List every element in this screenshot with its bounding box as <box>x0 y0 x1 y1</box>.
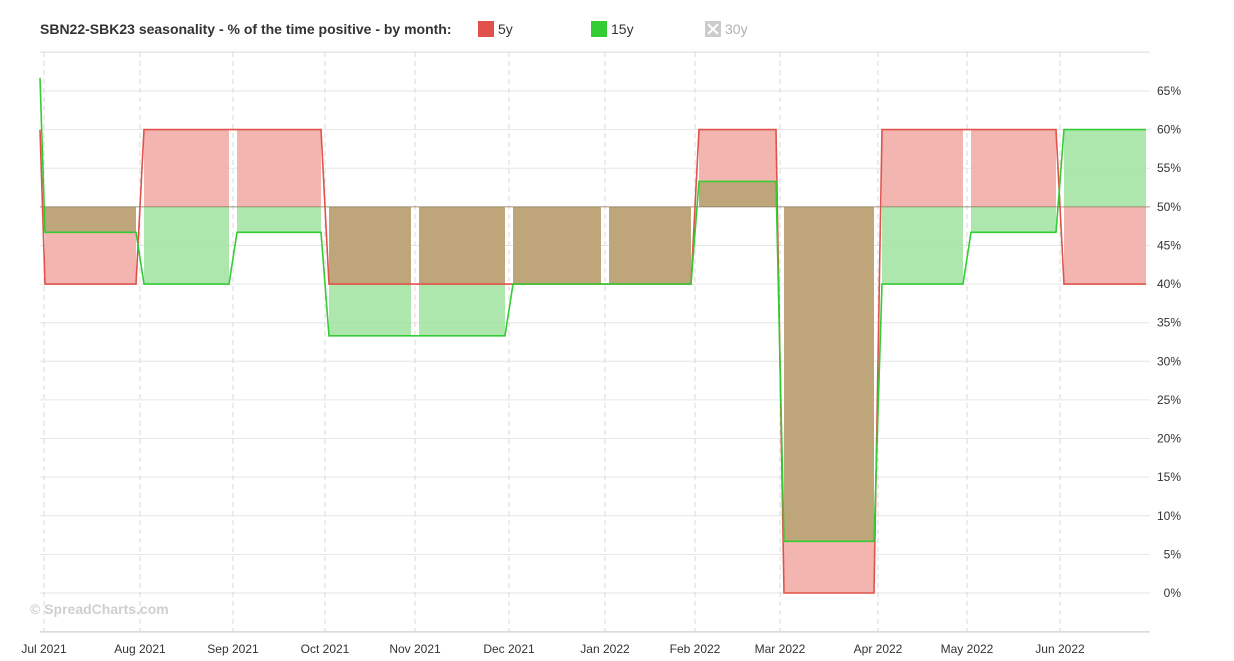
area-5y-2 <box>144 129 229 207</box>
area-5y-11 <box>971 129 1056 207</box>
area-overlap-1 <box>45 206 136 233</box>
area-5y-3 <box>237 129 321 207</box>
area-overlap-9 <box>784 206 874 542</box>
line-15y <box>39 77 1146 543</box>
legend-item-30y[interactable]: 30y <box>705 20 748 38</box>
y-tick-label: 25% <box>1157 393 1181 407</box>
area-overlap-6 <box>513 206 601 285</box>
legend-label-5y: 5y <box>498 21 513 37</box>
y-tick-label: 30% <box>1157 354 1181 368</box>
legend-label-30y: 30y <box>725 21 748 37</box>
y-tick-label: 0% <box>1164 586 1182 600</box>
legend-item-15y[interactable]: 15y <box>591 20 634 38</box>
area-15y-3 <box>237 206 321 233</box>
legend-swatch-5y <box>478 21 494 37</box>
area-overlap-8 <box>699 181 776 207</box>
legend-item-5y[interactable]: 5y <box>478 20 513 38</box>
y-tick-label: 20% <box>1157 432 1181 446</box>
watermark: © SpreadCharts.com <box>30 601 169 617</box>
chart-title: SBN22-SBK23 seasonality - % of the time … <box>40 21 452 37</box>
y-tick-label: 60% <box>1157 123 1181 137</box>
y-tick-label: 10% <box>1157 509 1181 523</box>
x-tick-label: Apr 2022 <box>854 642 903 656</box>
x-tick-label: May 2022 <box>941 642 994 656</box>
x-tick-label: Oct 2021 <box>301 642 350 656</box>
x-tick-label: Jun 2022 <box>1035 642 1085 656</box>
x-tick-label: Nov 2021 <box>389 642 441 656</box>
chart-header: SBN22-SBK23 seasonality - % of the time … <box>0 0 1234 52</box>
legend-swatch-15y <box>591 21 607 37</box>
x-tick-label: Jul 2021 <box>21 642 67 656</box>
y-tick-label: 5% <box>1164 547 1182 561</box>
x-tick-label: Aug 2021 <box>114 642 166 656</box>
y-tick-label: 45% <box>1157 238 1181 252</box>
area-overlap-7 <box>609 206 691 285</box>
y-tick-label: 40% <box>1157 277 1181 291</box>
y-tick-label: 65% <box>1157 84 1181 98</box>
y-tick-label: 55% <box>1157 161 1181 175</box>
x-tick-label: Jan 2022 <box>580 642 630 656</box>
x-tick-label: Dec 2021 <box>483 642 535 656</box>
x-tick-label: Sep 2021 <box>207 642 259 656</box>
area-15y-2 <box>144 206 229 285</box>
area-5y-12 <box>1064 206 1146 285</box>
legend-label-15y: 15y <box>611 21 634 37</box>
x-tick-label: Mar 2022 <box>755 642 806 656</box>
axis-layer: 0% 5% 10% 15% 20% 25% 30% 35% 40% 45% 50% 55% 60% 65%… <box>21 84 1181 656</box>
area-15y-10 <box>882 206 963 285</box>
y-tick-label: 50% <box>1157 200 1181 214</box>
y-tick-label: 35% <box>1157 316 1181 330</box>
line-layer <box>39 77 1150 594</box>
area-overlap-5 <box>419 206 505 285</box>
y-tick-label: 15% <box>1157 470 1181 484</box>
area-layer <box>45 129 1146 593</box>
x-tick-label: Feb 2022 <box>670 642 721 656</box>
legend-disabled-x-icon <box>705 21 721 37</box>
area-overlap-4 <box>329 206 411 285</box>
area-15y-11 <box>971 206 1056 233</box>
area-5y-10 <box>882 129 963 207</box>
area-15y-12 <box>1064 129 1146 207</box>
